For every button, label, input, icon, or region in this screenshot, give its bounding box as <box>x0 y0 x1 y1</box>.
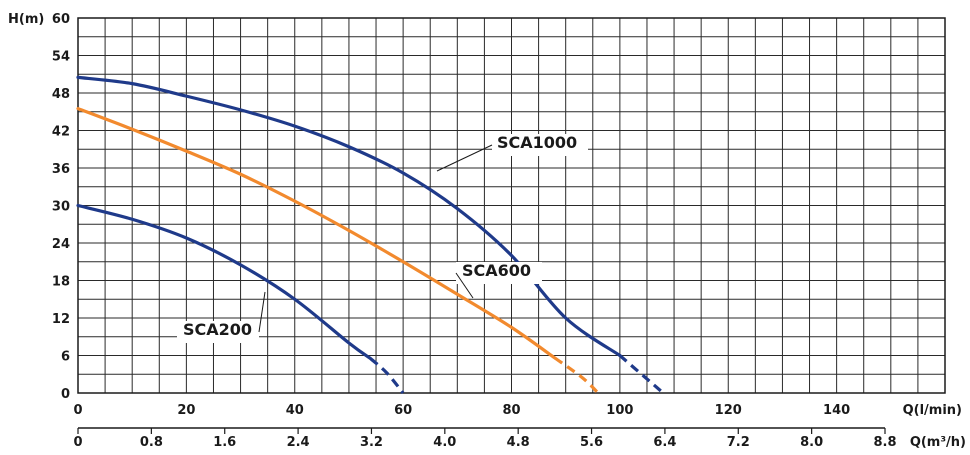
y-tick-label: 30 <box>52 200 70 215</box>
y-tick-label: 24 <box>52 237 70 252</box>
series-dashed-end-sca1000 <box>618 354 665 395</box>
series-label-sca1000: SCA1000 <box>497 133 577 152</box>
series-label-bg <box>456 262 542 284</box>
x-tick-label: 40 <box>286 403 304 418</box>
x2-tick-label: 3.2 <box>360 435 383 450</box>
leader-line <box>436 144 493 172</box>
x2-tick-label: 5.6 <box>580 435 603 450</box>
y-tick-label: 6 <box>61 350 70 365</box>
series-label-bg <box>492 134 588 156</box>
leader-line <box>258 291 266 333</box>
x-axis-label: Q(l/min) <box>903 403 962 418</box>
x2-tick-label: 2.4 <box>287 435 310 450</box>
series-label-sca600: SCA600 <box>462 261 531 280</box>
series-labels: SCA1000 SCA600 SCA200 <box>177 133 588 343</box>
y-tick-label: 60 <box>52 12 70 27</box>
x-tick-label: 80 <box>502 403 520 418</box>
x-tick-label: 120 <box>715 403 742 418</box>
series-label-sca200: SCA200 <box>183 320 252 339</box>
x-tick-label: 0 <box>73 403 82 418</box>
y-tick-label: 0 <box>61 387 70 402</box>
x2-axis-label: Q(m³/h) <box>910 435 966 450</box>
x2-tick-label: 6.4 <box>653 435 676 450</box>
series-line-sca200 <box>76 203 373 361</box>
x2-tick-label: 8.0 <box>800 435 823 450</box>
y-tick-label: 36 <box>52 162 70 177</box>
x2-tick-label: 1.6 <box>213 435 236 450</box>
x2-tick-label: 0 <box>73 435 82 450</box>
y-axis-label: H(m) <box>8 12 44 27</box>
x-tick-label: 20 <box>177 403 195 418</box>
axes: 0 6 12 18 24 30 36 42 48 54 H(m) 60 0 20 40 60 80 100 120 1… <box>8 12 966 450</box>
curves <box>76 75 665 395</box>
x2-tick-label: 0.8 <box>140 435 163 450</box>
y-tick-label: 18 <box>52 275 70 290</box>
series-dashed-end-sca600 <box>553 356 600 395</box>
series-dashed-end-sca200 <box>369 357 405 395</box>
y-tick-label: 54 <box>52 50 70 65</box>
x-tick-label: 60 <box>394 403 412 418</box>
y-tick-label: 42 <box>52 125 70 140</box>
series-line-sca600 <box>76 107 557 360</box>
x-tick-label: 100 <box>606 403 633 418</box>
x2-tick-label: 8.8 <box>873 435 896 450</box>
x2-tick-label: 4.8 <box>507 435 530 450</box>
y-tick-label: 12 <box>52 312 70 327</box>
x-tick-label: 140 <box>823 403 850 418</box>
grid <box>77 17 946 394</box>
y-tick-label: 48 <box>52 87 70 102</box>
leader-line <box>455 272 474 299</box>
x2-tick-label: 4.0 <box>433 435 456 450</box>
x2-tick-label: 7.2 <box>727 435 750 450</box>
series-label-bg <box>177 321 259 343</box>
